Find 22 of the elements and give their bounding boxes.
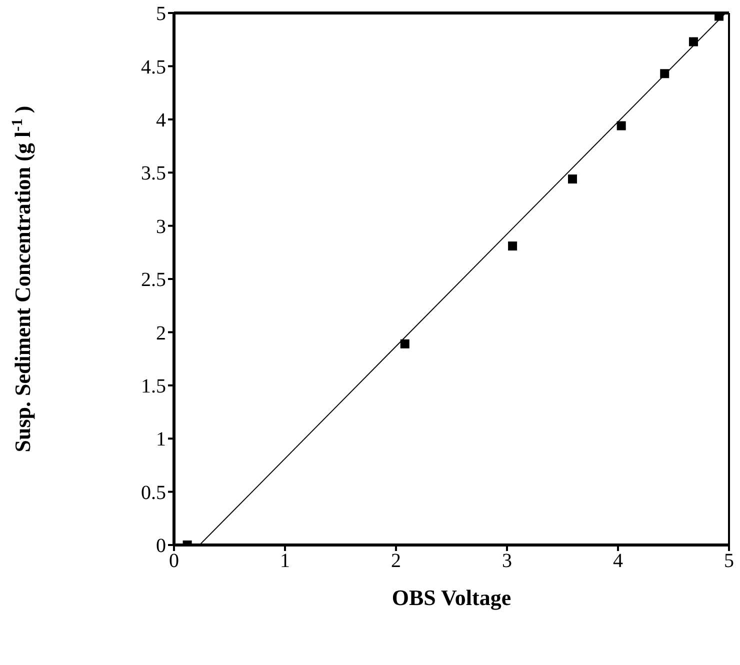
x-axis-title: OBS Voltage [392, 585, 512, 610]
y-tick-label: 3.5 [141, 162, 166, 185]
point [400, 339, 410, 348]
y-tick-label: 2.5 [141, 269, 166, 292]
x-tick-label: 1 [280, 550, 290, 572]
y-tick-label: 2 [156, 322, 166, 344]
y-tick-label: 5 [156, 3, 166, 26]
y-tick-label: 3 [156, 216, 166, 238]
y-tick-label: 1.5 [141, 376, 166, 398]
y-tick-label: 4.5 [141, 56, 166, 78]
y-tick-label: 0.5 [141, 482, 166, 504]
y-tick-label: 1 [156, 428, 166, 451]
point [688, 37, 698, 46]
point [508, 242, 518, 251]
y-tick-label: 4 [156, 110, 166, 132]
point [616, 121, 626, 130]
y-tick-label: 0 [156, 535, 166, 558]
x-tick-label: 3 [502, 550, 512, 572]
x-tick-label: 4 [613, 550, 623, 572]
x-tick-label: 5 [724, 550, 734, 572]
x-tick-label: 2 [391, 550, 401, 572]
point [568, 174, 577, 184]
